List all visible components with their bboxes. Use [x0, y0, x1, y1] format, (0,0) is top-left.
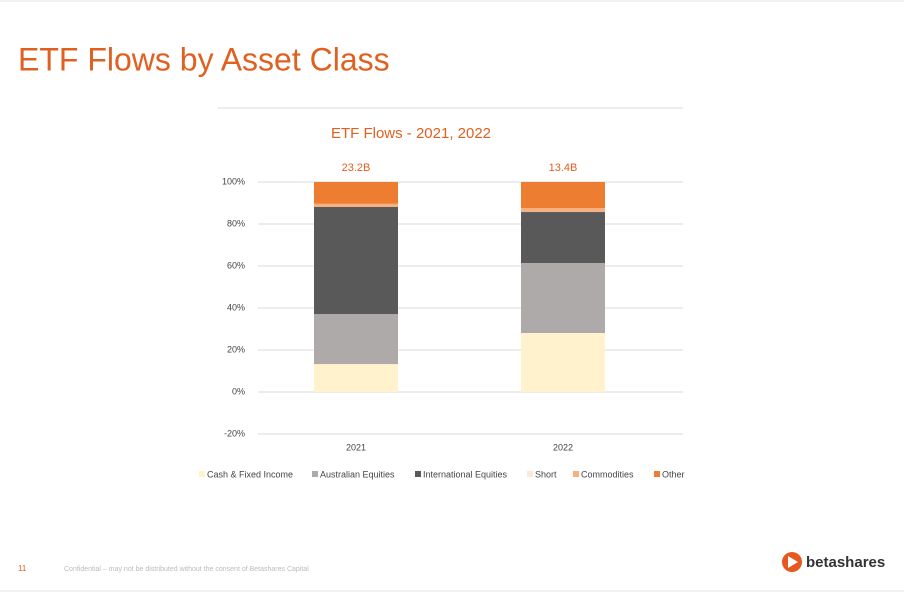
bar-segment: [521, 182, 605, 209]
logo-icon-mark: [788, 556, 798, 568]
legend-swatch: [199, 471, 205, 477]
total-label: 13.4B: [549, 162, 578, 174]
legend-swatch: [312, 471, 318, 477]
legend-label: Australian Equities: [320, 469, 395, 479]
bar-segment: [521, 208, 605, 213]
y-tick-label: 80%: [227, 218, 245, 228]
page-number: 11: [18, 564, 27, 573]
bar-segment: [521, 212, 605, 264]
bar-segment: [521, 263, 605, 333]
x-tick-label: 2021: [346, 442, 366, 452]
y-tick-label: 60%: [227, 260, 245, 270]
logo: betashares: [806, 554, 885, 571]
legend-swatch: [527, 471, 533, 477]
legend-label: Commodities: [581, 469, 634, 479]
legend-swatch: [573, 471, 579, 477]
legend-swatch: [654, 471, 660, 477]
y-tick-label: 20%: [227, 344, 245, 354]
legend-label: Short: [535, 469, 557, 479]
legend-label: Cash & Fixed Income: [207, 469, 293, 479]
bar-segment: [314, 182, 398, 204]
y-tick-label: 100%: [222, 176, 245, 186]
x-tick-label: 2022: [553, 442, 573, 452]
bar-segment: [314, 203, 398, 207]
bar-segment: [521, 332, 605, 392]
total-label: 23.2B: [342, 162, 371, 174]
y-tick-label: 40%: [227, 302, 245, 312]
bar-segment: [314, 314, 398, 365]
footer: Confidential – may not be distributed wi…: [64, 566, 309, 573]
y-tick-label: 0%: [232, 386, 245, 396]
bar-segment: [314, 364, 398, 392]
legend-swatch: [415, 471, 421, 477]
legend-label: International Equities: [423, 469, 508, 479]
legend-label: Other: [662, 469, 685, 479]
y-tick-label: -20%: [224, 428, 245, 438]
slide-title: ETF Flows by Asset Class: [18, 41, 390, 77]
bar-segment: [314, 206, 398, 315]
chart-title: ETF Flows - 2021, 2022: [331, 125, 491, 142]
